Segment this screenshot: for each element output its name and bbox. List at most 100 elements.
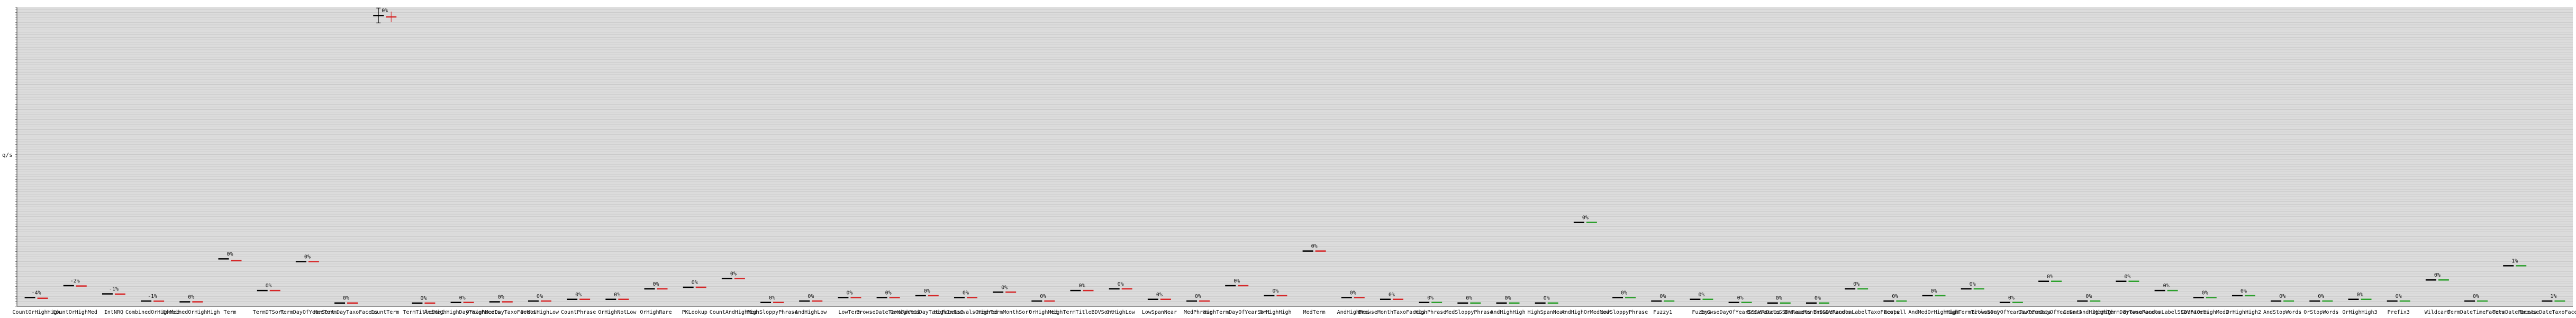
category-label: BrowseMonthTaxoFacets (1358, 310, 1425, 315)
category-label: Fuzzy2 (1692, 310, 1711, 315)
category-label: CountOrHighMed (53, 310, 97, 315)
category-group: 0% (954, 290, 977, 298)
category-label: BrowseDateSSDVFacets (1747, 310, 1811, 315)
category-group: 0% (1109, 281, 1132, 290)
pct-change-label: 0% (2047, 274, 2053, 280)
category-label: OrNotHighLow (521, 310, 559, 315)
category-group: 1% (2503, 258, 2527, 267)
category-label: HighIntervalsOrdered (934, 310, 997, 315)
category-label: TermTitleSort (403, 310, 444, 315)
pct-change-label: 0% (1001, 285, 1008, 290)
pct-change-label: -2% (70, 278, 80, 284)
pct-change-label: 0% (924, 288, 930, 294)
y-axis-title: q/s (2, 152, 13, 158)
pct-change-label: 0% (343, 296, 349, 302)
category-label: MedTerm (1303, 310, 1326, 315)
pct-change-label: 0% (652, 281, 659, 287)
category-group: 0% (1961, 281, 1984, 290)
category-group: 0% (1728, 295, 1752, 304)
category-group: 0% (993, 285, 1017, 293)
pct-change-label: 0% (846, 290, 852, 296)
gridlines (17, 7, 2573, 307)
pct-change-label: 0% (1659, 294, 1666, 299)
pct-change-label: 0% (1544, 296, 1550, 302)
category-group: 0% (799, 294, 823, 302)
category-label: OrHighHigh (1259, 310, 1291, 315)
pct-change-label: 0% (1853, 281, 1860, 287)
category-group: 0% (721, 271, 745, 279)
category-group: -1% (102, 287, 125, 295)
pct-change-label: 0% (1195, 294, 1201, 299)
pct-change-label: 0% (1078, 283, 1085, 289)
category-group: 0% (1070, 283, 1094, 292)
category-label: AndStopWords (2263, 310, 2301, 315)
pct-change-label: 0% (537, 294, 543, 299)
category-group: 0% (1380, 292, 1403, 301)
pct-change-label: -1% (148, 294, 157, 299)
pct-change-label: 0% (2473, 294, 2479, 299)
category-group: 0% (528, 294, 551, 302)
category-label: Respell (1884, 310, 1906, 315)
pct-change-label: 1% (2550, 294, 2556, 299)
category-label: CombinedOrHighHigh (162, 310, 220, 315)
category-group: 0% (2154, 283, 2178, 292)
category-group: 0% (1186, 294, 1210, 302)
category-label: TermDateFacets (2492, 310, 2537, 315)
category-group: 0% (295, 254, 319, 262)
category-group: -1% (141, 294, 165, 302)
category-group: 0% (1806, 296, 1829, 304)
pct-change-label: 0% (692, 280, 698, 286)
pct-change-label: 0% (1582, 215, 1589, 221)
y-axis-ticks (15, 7, 2573, 307)
category-label: AndHighLow (795, 310, 827, 315)
category-label: CountOrHighHigh (12, 310, 60, 315)
category-group: 0% (373, 7, 397, 23)
category-label: LowSloppyPhrase (1600, 310, 1648, 315)
category-label: BrowseRandomLabelTaxoFacets (1813, 310, 1900, 315)
pct-change-label: 0% (614, 292, 620, 298)
pct-change-label: 0% (1892, 294, 1898, 299)
category-group: 0% (1767, 296, 1791, 304)
category-group: 0% (1031, 294, 1055, 302)
category-label: TermDTSort (253, 310, 285, 315)
category-label: BrowseMonthSSDVFacets (1784, 310, 1851, 315)
category-group: 0% (2232, 288, 2255, 297)
category-label: BrowseDateTaxoFacets2 (2520, 310, 2576, 315)
pct-change-label: 0% (1272, 288, 1278, 294)
pct-change-label: 0% (2396, 294, 2402, 299)
pct-change-label: 0% (2279, 294, 2285, 299)
category-group: 0% (683, 280, 706, 288)
category-group: 0% (1999, 295, 2023, 304)
pct-change-label: 1% (2511, 258, 2518, 264)
category-label: HighTermDayOfYearSort (1203, 310, 1270, 315)
category-group: 1% (2542, 294, 2565, 302)
category-group: 0% (2116, 274, 2139, 282)
pct-change-label: 0% (1698, 292, 1704, 298)
category-group: 0% (1573, 215, 1597, 223)
category-label: MedSloppyPhrase (1445, 310, 1493, 315)
pct-change-label: 0% (420, 296, 427, 302)
pct-change-label: -1% (109, 287, 119, 293)
category-group: 0% (489, 295, 513, 303)
pct-change-label: 0% (498, 295, 504, 301)
category-label: TermDateTimeFacets (2447, 310, 2505, 315)
pct-change-label: 0% (2202, 290, 2208, 296)
pct-change-label: 0% (2241, 288, 2247, 294)
category-label: OrHighHigh2 (2226, 310, 2261, 315)
pct-change-label: 0% (2163, 283, 2170, 289)
category-label: HighPhrase (1414, 310, 1446, 315)
category-group: 0% (1302, 244, 1326, 252)
category-label: OrHighLow (1106, 310, 1136, 315)
pct-change-label: 0% (769, 295, 775, 301)
pct-change-label: 0% (1930, 288, 1937, 294)
category-group: 0% (2193, 290, 2217, 298)
category-label: Term (223, 310, 236, 315)
category-label: AndHighHighDayTaxoFacets (424, 310, 501, 315)
data-marks: -4% -2% -1% -1% 0% 0% 0% 0% 0% 0% 0% 0% 0% 0% 0% 0% 0% 0%… (24, 7, 2565, 304)
pct-change-label: 0% (1427, 295, 1434, 301)
pct-change-label: 0% (1389, 292, 1395, 298)
category-label: BrowseDayOfYearSSDVFacets (1700, 310, 1780, 315)
category-label: BrowseRandomLabelSSDVFacets (2123, 310, 2209, 315)
category-group: 0% (1225, 278, 1249, 287)
